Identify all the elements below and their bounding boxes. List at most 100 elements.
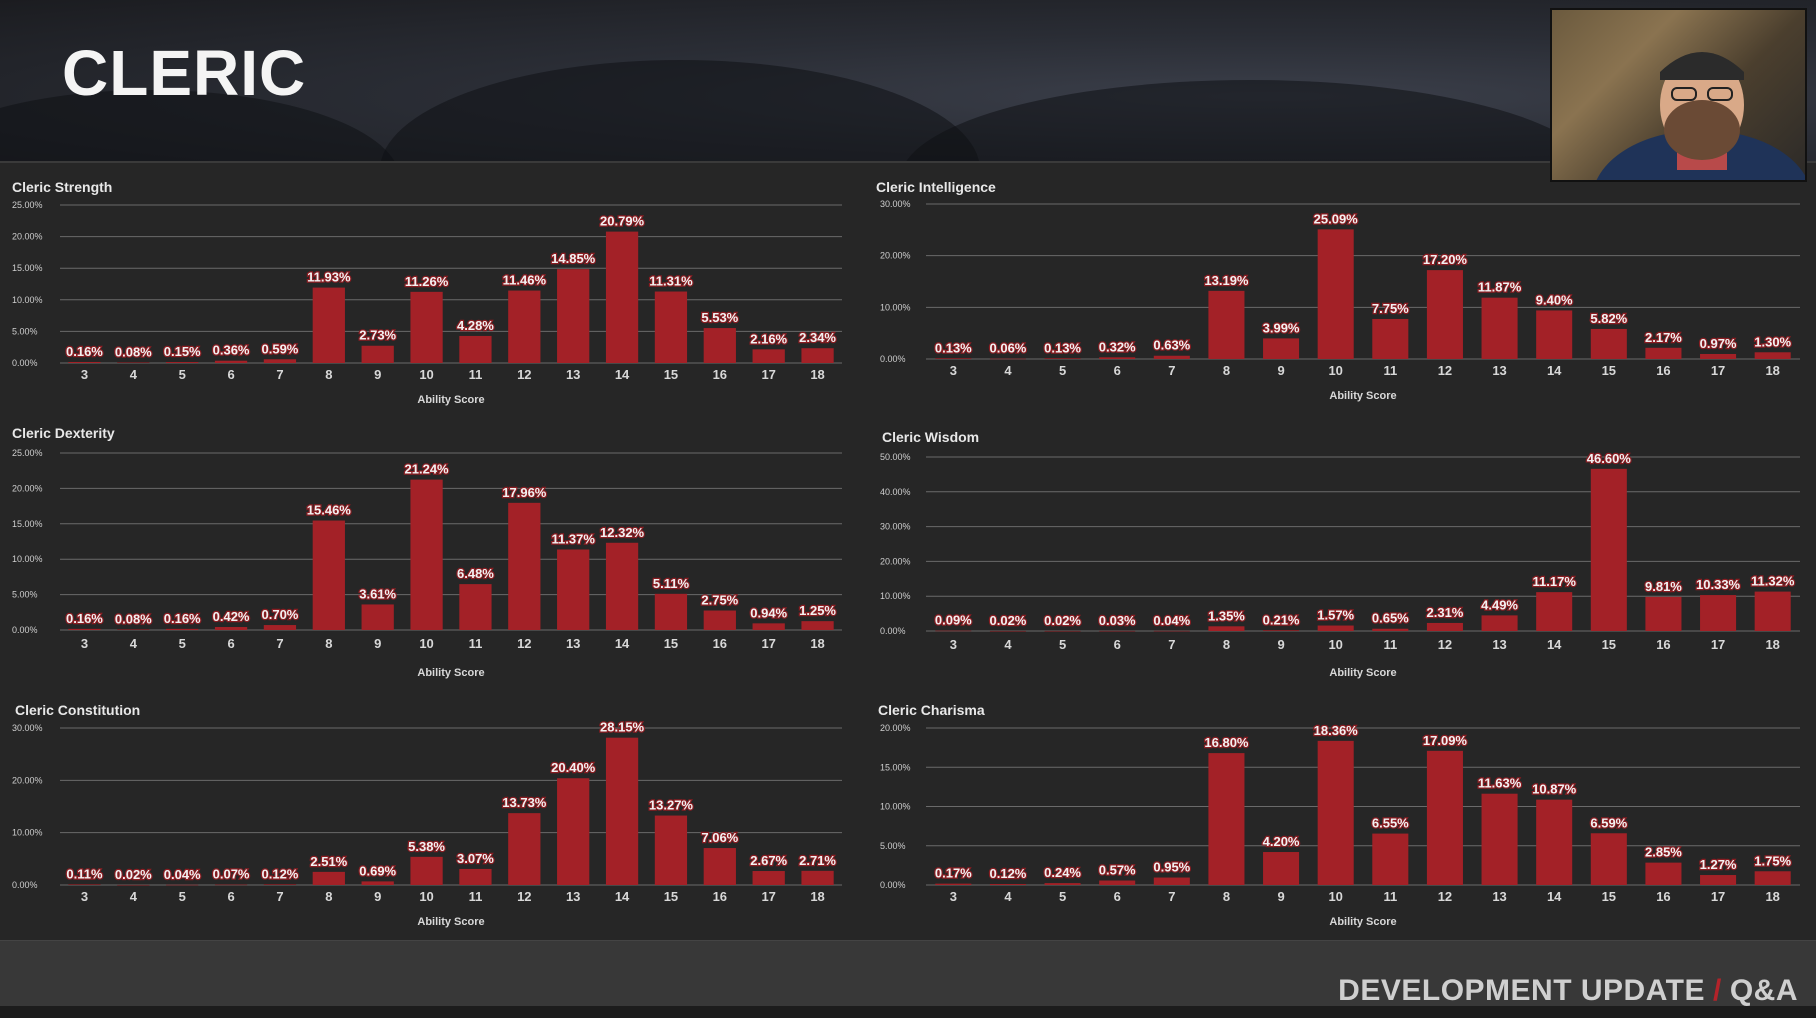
y-tick-label: 30.00% [12, 723, 43, 733]
x-tick-label: 7 [1168, 637, 1175, 652]
footer-caption-right: Q&A [1729, 974, 1798, 1007]
x-tick-label: 12 [517, 889, 531, 904]
x-tick-label: 11 [469, 636, 483, 651]
bar [312, 287, 345, 363]
bar [801, 348, 834, 363]
chart-title: Cleric Wisdom [882, 429, 979, 445]
bar [1372, 628, 1409, 631]
data-label: 0.02% [115, 867, 152, 882]
data-label: 20.40% [551, 760, 596, 775]
chart-cleric-intelligence: Cleric Intelligence 0.00% 10.00% 20.00% 30.0… [868, 175, 1808, 415]
data-label: 11.17% [1533, 574, 1577, 589]
data-label: 2.85% [1645, 845, 1682, 860]
data-label: 17.96% [502, 485, 547, 500]
bar [1317, 229, 1354, 359]
x-tick-label: 10 [419, 367, 433, 382]
bar [361, 881, 394, 885]
bar [459, 868, 492, 885]
data-label: 0.13% [1044, 340, 1081, 355]
data-label: 0.95% [1153, 860, 1190, 875]
bar [361, 345, 394, 363]
chart-cleric-charisma: Cleric Charisma 0.00% 5.00% 10.00% 15.00% 20.… [868, 698, 1808, 933]
data-label: 3.07% [457, 851, 494, 866]
x-axis-label: Ability Score [417, 916, 484, 928]
x-tick-label: 13 [566, 889, 580, 904]
x-tick-label: 10 [1328, 363, 1342, 378]
bar [214, 360, 248, 363]
chart-cleric-dexterity: Cleric Dexterity 0.00% 5.00% 10.00% 15.00% 20… [0, 420, 860, 680]
x-tick-label: 6 [227, 636, 234, 651]
chart-svg-wisdom: Cleric Wisdom0.00%10.00%20.00%30.00%40.0… [880, 429, 1800, 679]
y-tick-label: 15.00% [880, 762, 911, 772]
bar [935, 358, 972, 359]
bar [605, 231, 639, 363]
bar [703, 848, 736, 885]
x-tick-label: 17 [761, 636, 775, 651]
header-banner: CLERIC [0, 0, 1816, 163]
bar [752, 623, 785, 630]
x-tick-label: 16 [713, 889, 727, 904]
x-tick-label: 15 [1602, 637, 1616, 652]
bar [989, 630, 1026, 632]
x-tick-label: 3 [950, 889, 957, 904]
x-tick-label: 3 [950, 637, 957, 652]
x-tick-label: 16 [713, 636, 727, 651]
chart-title: Cleric Intelligence [876, 179, 996, 195]
data-label: 11.63% [1478, 776, 1522, 791]
data-label: 5.11% [653, 576, 690, 591]
bar [214, 884, 248, 886]
data-label: 5.82% [1590, 311, 1627, 326]
bar [1372, 318, 1409, 359]
data-label: 1.25% [799, 603, 836, 618]
y-tick-label: 20.00% [12, 232, 43, 242]
bar [1536, 310, 1573, 359]
bar [1263, 630, 1300, 631]
y-tick-label: 10.00% [880, 802, 911, 812]
x-axis-label: Ability Score [1329, 916, 1396, 928]
x-tick-label: 3 [81, 367, 88, 382]
data-label: 9.40% [1536, 292, 1573, 307]
footer-caption: DEVELOPMENT UPDATE / Q&A [1338, 974, 1798, 1008]
bar [1754, 352, 1791, 359]
y-tick-label: 0.00% [880, 626, 906, 636]
data-label: 4.49% [1481, 597, 1518, 612]
bar [410, 479, 443, 630]
y-tick-label: 15.00% [12, 519, 43, 529]
data-label: 0.11% [66, 866, 103, 881]
bar [1317, 625, 1354, 631]
footer-bar: DEVELOPMENT UPDATE / Q&A [0, 940, 1816, 1018]
bar [1153, 355, 1190, 359]
data-label: 0.07% [213, 867, 250, 882]
x-tick-label: 5 [179, 367, 186, 382]
data-label: 0.06% [990, 341, 1027, 356]
x-tick-label: 11 [1383, 889, 1397, 904]
data-label: 28.15% [600, 720, 645, 735]
bar [1481, 297, 1518, 359]
data-label: 0.03% [1099, 613, 1136, 628]
bar [1099, 630, 1136, 632]
x-tick-label: 9 [374, 636, 381, 651]
bar [703, 328, 736, 363]
chart-svg-strength: Cleric Strength 0.00% 5.00% 10.00% 15.00% 20.… [12, 179, 842, 406]
chart-title: Cleric Strength [12, 179, 112, 195]
x-tick-label: 7 [1168, 889, 1175, 904]
x-tick-label: 17 [761, 367, 775, 382]
bar [1426, 622, 1463, 631]
x-tick-label: 5 [179, 889, 186, 904]
chart-svg-dexterity: Cleric Dexterity 0.00% 5.00% 10.00% 15.00% 20… [12, 425, 842, 679]
x-tick-label: 14 [1547, 363, 1562, 378]
bar [1099, 880, 1136, 885]
bar [1590, 833, 1627, 885]
x-tick-label: 15 [1602, 363, 1616, 378]
bar [1700, 595, 1737, 631]
data-label: 11.31% [649, 274, 693, 289]
data-label: 0.69% [359, 863, 396, 878]
data-label: 0.08% [115, 611, 152, 626]
data-label: 0.04% [164, 867, 201, 882]
bar [1590, 468, 1627, 631]
x-tick-label: 4 [1004, 363, 1012, 378]
data-label: 13.27% [649, 798, 694, 813]
x-tick-label: 3 [81, 889, 88, 904]
x-axis-label: Ability Score [417, 394, 484, 406]
x-tick-label: 8 [325, 636, 332, 651]
